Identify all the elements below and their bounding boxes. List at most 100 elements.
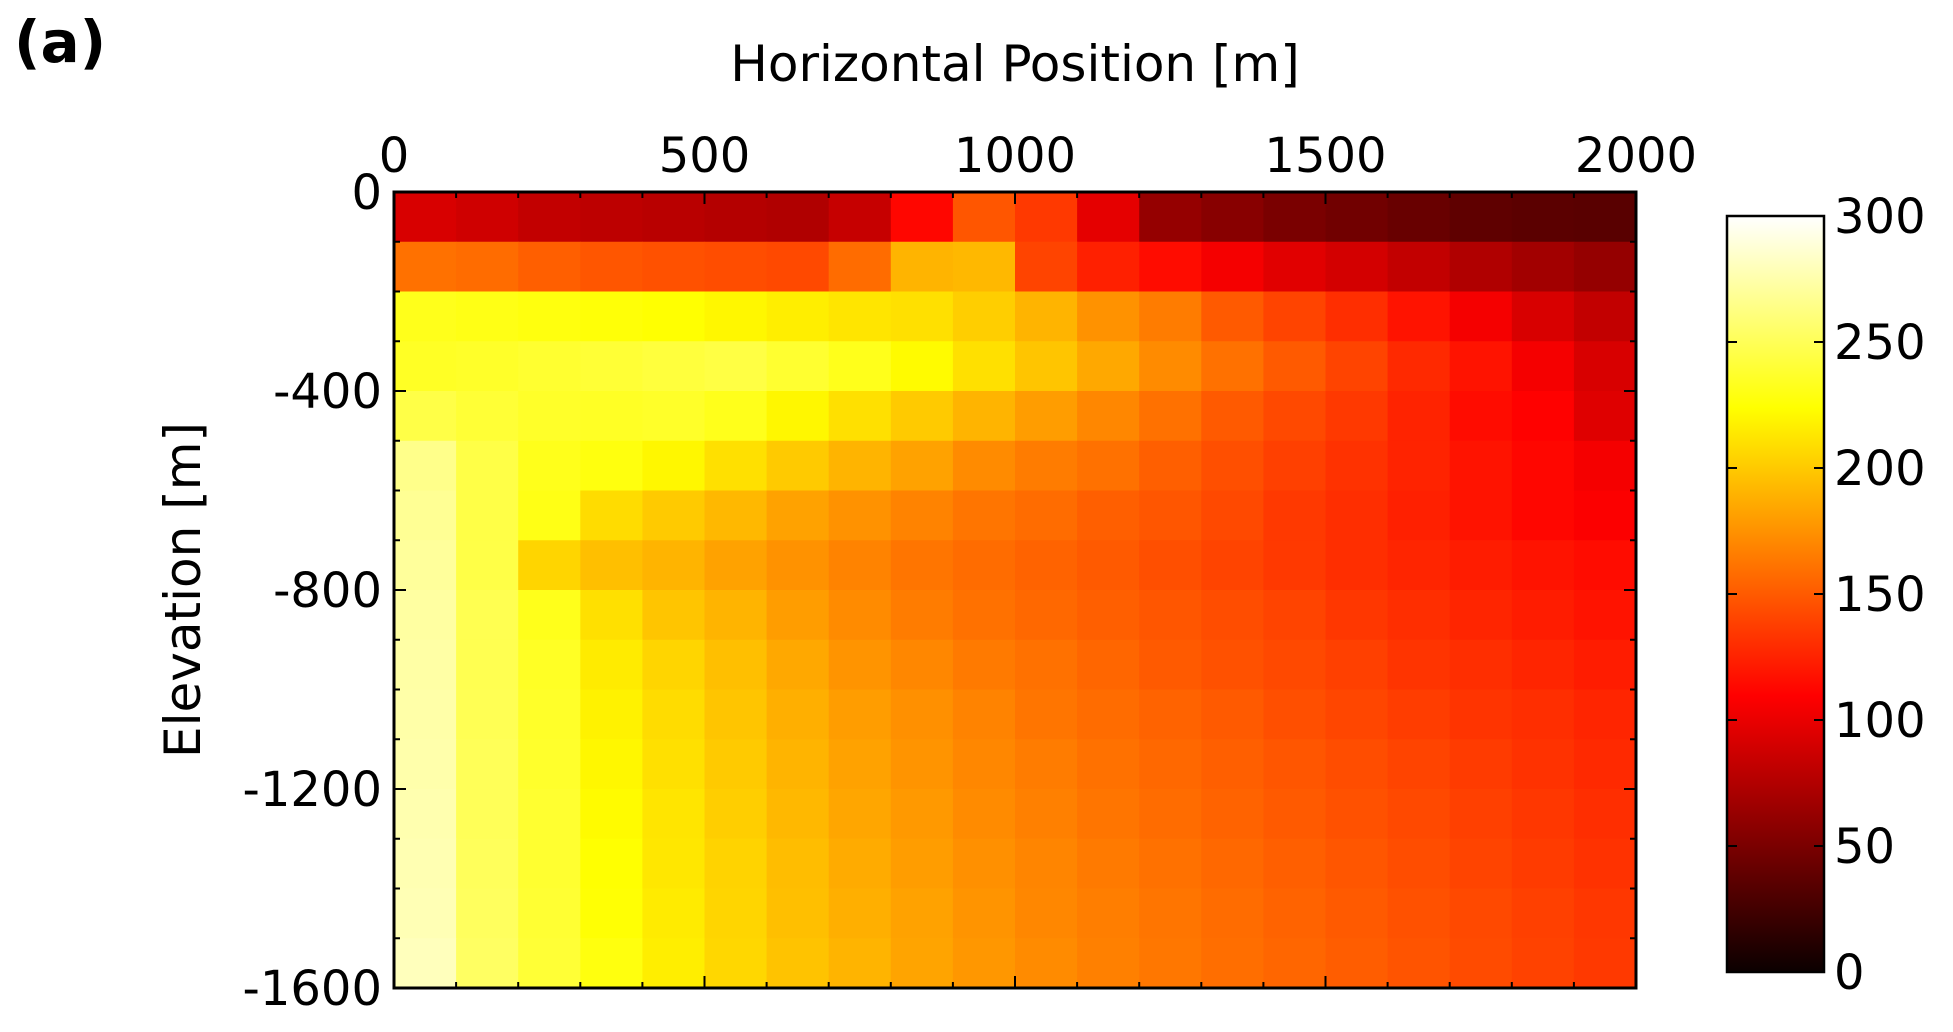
heatmap-cell: [1201, 888, 1264, 939]
heatmap-cell: [1511, 241, 1575, 293]
heatmap-cell: [580, 440, 643, 492]
heatmap-cell: [580, 291, 643, 342]
heatmap-cell: [766, 192, 830, 243]
heatmap-cell: [1015, 888, 1078, 939]
heatmap-cell: [580, 739, 643, 790]
heatmap-cell: [1263, 291, 1327, 342]
heatmap-cell: [1201, 739, 1264, 790]
heatmap-cell: [1139, 391, 1202, 442]
heatmap-cell: [1077, 639, 1140, 691]
heatmap-cell: [1325, 391, 1389, 442]
heatmap-cell: [1325, 838, 1389, 890]
heatmap-cell: [1449, 440, 1513, 492]
heatmap-cell: [1077, 490, 1140, 541]
heatmap-cell: [1387, 391, 1451, 442]
x-tick-label: 500: [659, 128, 751, 184]
heatmap-cell: [518, 590, 581, 641]
heatmap-cell: [1015, 938, 1078, 989]
heatmap-cell: [1325, 789, 1389, 840]
heatmap-cell: [1015, 739, 1078, 790]
heatmap-cell: [1015, 391, 1078, 442]
heatmap-cell: [766, 440, 830, 492]
heatmap-cell: [828, 440, 892, 492]
heatmap-cell: [1015, 540, 1078, 591]
heatmap-cell: [828, 241, 892, 293]
heatmap-cell: [394, 789, 457, 840]
heatmap-cell: [1015, 789, 1078, 840]
heatmap-cell: [1449, 639, 1513, 691]
heatmap-cell: [1077, 888, 1140, 939]
heatmap-cell: [1263, 391, 1327, 442]
heatmap-cell: [580, 241, 643, 293]
heatmap-cell: [952, 590, 1016, 641]
heatmap-cell: [1201, 590, 1264, 641]
heatmap-cell: [766, 241, 830, 293]
y-tick-label: -800: [273, 563, 382, 619]
heatmap-cell: [1015, 838, 1078, 890]
heatmap-cell: [890, 540, 954, 591]
heatmap-cell: [1325, 739, 1389, 790]
x-tick-label: 0: [379, 128, 410, 184]
heatmap-cell: [1325, 490, 1389, 541]
heatmap-cell: [1015, 341, 1078, 392]
heatmap-cell: [1201, 341, 1264, 392]
heatmap-cell: [1511, 341, 1575, 392]
heatmap-cell: [642, 888, 706, 939]
heatmap-cell: [1077, 391, 1140, 442]
heatmap-cell: [1139, 838, 1202, 890]
heatmap-cell: [1511, 192, 1575, 243]
heatmap-cell: [1387, 490, 1451, 541]
heatmap-cell: [642, 639, 706, 691]
heatmap-cell: [1511, 689, 1575, 740]
heatmap-cell: [1077, 291, 1140, 342]
heatmap-cell: [766, 291, 830, 342]
heatmap-cell: [642, 590, 706, 641]
heatmap-cell: [704, 639, 768, 691]
colorbar-ticks: 0 50 100 150 200 250 300: [1727, 189, 1926, 1001]
heatmap-cell: [1139, 341, 1202, 392]
heatmap-cell: [456, 291, 519, 342]
x-axis-title: Horizontal Position [m]: [730, 35, 1299, 93]
heatmap-cell: [1077, 241, 1140, 293]
heatmap-cell: [1015, 490, 1078, 541]
heatmap-cell: [642, 241, 706, 293]
heatmap-cell: [1511, 639, 1575, 691]
heatmap-cell: [580, 639, 643, 691]
heatmap-cell: [1387, 241, 1451, 293]
heatmap-cell: [1015, 590, 1078, 641]
heatmap-cell: [1139, 888, 1202, 939]
heatmap-cell: [1449, 689, 1513, 740]
heatmap-cell: [1201, 490, 1264, 541]
heatmap-cell: [1573, 838, 1637, 890]
y-axis-title: Elevation [m]: [154, 422, 212, 758]
heatmap-cell: [704, 341, 768, 392]
heatmap-cell: [1573, 192, 1637, 243]
heatmap-cell: [704, 789, 768, 840]
heatmap-cell: [890, 391, 954, 442]
heatmap-cell: [828, 291, 892, 342]
heatmap-cell: [518, 888, 581, 939]
heatmap-cell: [828, 639, 892, 691]
heatmap-cell: [1015, 440, 1078, 492]
heatmap-cell: [456, 490, 519, 541]
heatmap-cell: [642, 341, 706, 392]
heatmap-cell: [518, 689, 581, 740]
heatmap-cell: [1325, 341, 1389, 392]
heatmap-cell: [1511, 590, 1575, 641]
heatmap-cell: [766, 391, 830, 442]
heatmap-cell: [704, 391, 768, 442]
heatmap-cell: [952, 241, 1016, 293]
heatmap-cell: [1511, 938, 1575, 989]
heatmap-cell: [828, 391, 892, 442]
heatmap-cell: [1325, 689, 1389, 740]
heatmap-cell: [952, 440, 1016, 492]
heatmap-cell: [1511, 440, 1575, 492]
heatmap-cell: [1077, 938, 1140, 989]
heatmap-cell: [1325, 241, 1389, 293]
heatmap-cell: [1263, 938, 1327, 989]
heatmap-cell: [394, 590, 457, 641]
heatmap-cell: [952, 689, 1016, 740]
heatmap-cell: [580, 938, 643, 989]
heatmap-cell: [456, 639, 519, 691]
